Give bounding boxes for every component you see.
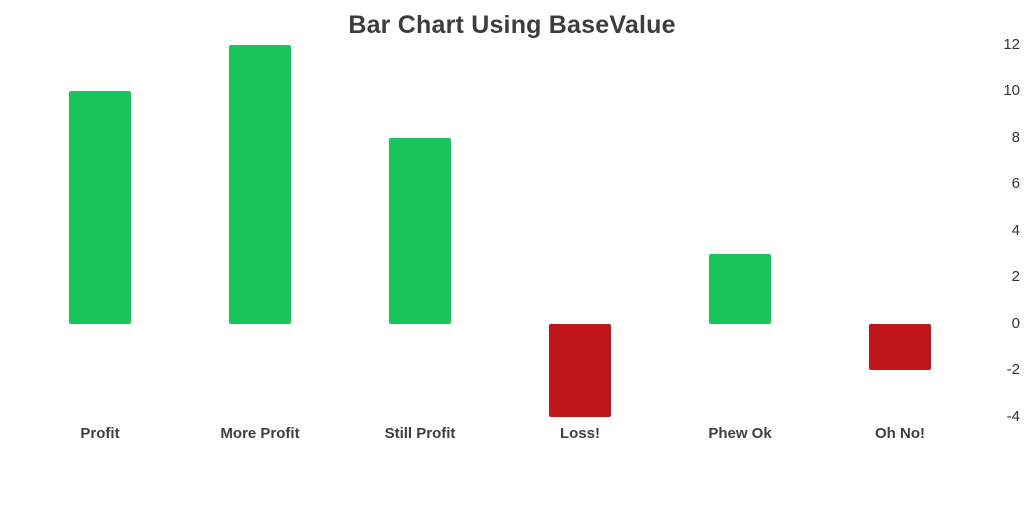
chart-title: Bar Chart Using BaseValue: [348, 11, 676, 39]
y-axis-tick-label: 6: [1011, 175, 1020, 192]
x-axis-label-profit: Profit: [80, 425, 120, 442]
y-axis-tick-label: -2: [1006, 361, 1020, 378]
x-axis-label-oh-no: Oh No!: [875, 425, 925, 442]
y-axis-tick-label: 8: [1011, 128, 1020, 146]
bar-phew-ok[interactable]: [709, 253, 771, 324]
x-axis-label-more-profit: More Profit: [220, 425, 300, 442]
x-axis-label-loss: Loss!: [559, 425, 600, 442]
bar-still-profit[interactable]: [389, 137, 451, 324]
bar-more-profit[interactable]: [229, 44, 291, 324]
bar-profit[interactable]: [69, 91, 131, 324]
bar-oh-no[interactable]: [869, 323, 931, 370]
y-axis-tick-label: 12: [1003, 35, 1020, 53]
x-axis-label-still-profit: Still Profit: [384, 425, 456, 442]
y-axis-tick-label: 10: [1003, 82, 1020, 99]
y-axis-tick-label: -4: [1006, 407, 1020, 425]
x-axis-label-phew-ok: Phew Ok: [708, 425, 772, 442]
y-axis-tick-label: 0: [1011, 314, 1020, 332]
y-axis-tick-label: 2: [1011, 268, 1020, 285]
bar-loss[interactable]: [549, 323, 611, 417]
y-axis-tick-label: 4: [1011, 221, 1020, 239]
